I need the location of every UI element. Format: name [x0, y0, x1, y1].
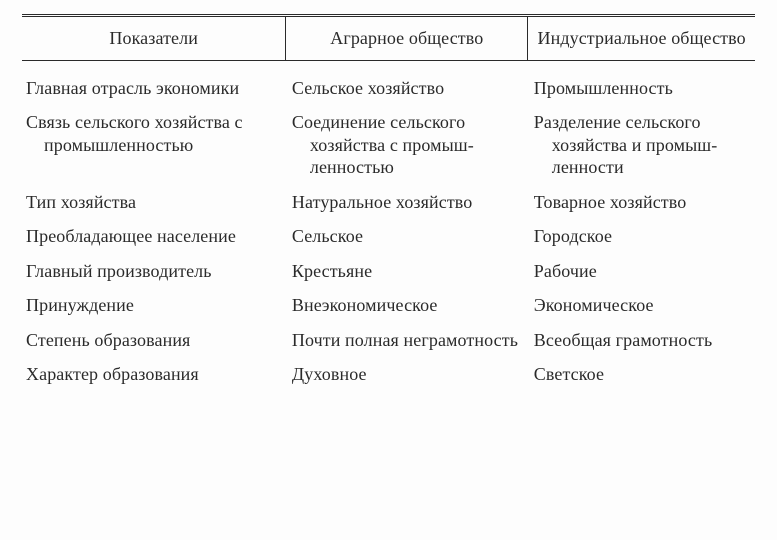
column-header: Индустриальное общество — [528, 16, 755, 61]
cell-industrial: Экономическое — [528, 288, 755, 323]
cell-industrial: Промышленность — [528, 60, 755, 105]
cell-agrarian: Сельское — [286, 219, 528, 254]
cell-agrarian: Соединение сельского хозяйства с промыш­… — [286, 105, 528, 185]
table-header-row: Показатели Аграрное общество Индустриаль… — [22, 16, 755, 61]
table-row: Главный производи­тель Крестьяне Рабочие — [22, 254, 755, 289]
page: Показатели Аграрное общество Индустриаль… — [0, 0, 777, 540]
table-row: Преобладающее насе­ление Сельское Городс… — [22, 219, 755, 254]
comparison-table: Показатели Аграрное общество Индустриаль… — [22, 14, 755, 392]
column-header: Показатели — [22, 16, 286, 61]
cell-agrarian: Духовное — [286, 357, 528, 392]
cell-industrial: Городское — [528, 219, 755, 254]
cell-indicator: Принуждение — [22, 288, 286, 323]
cell-indicator: Степень образования — [22, 323, 286, 358]
cell-industrial: Рабочие — [528, 254, 755, 289]
cell-indicator: Связь сельского хозяй­ства с промышлен­н… — [22, 105, 286, 185]
table-row: Связь сельского хозяй­ства с промышлен­н… — [22, 105, 755, 185]
table-body: Главная отрасль эконо­мики Сельское хозя… — [22, 60, 755, 392]
cell-industrial: Разделение сельского хозяйства и промыш­… — [528, 105, 755, 185]
table-row: Принуждение Внеэкономическое Экономическ… — [22, 288, 755, 323]
table-row: Тип хозяйства Натуральное хозяйство Това… — [22, 185, 755, 220]
cell-industrial: Всеобщая грамотность — [528, 323, 755, 358]
cell-industrial: Светское — [528, 357, 755, 392]
table-row: Степень образования Почти полная негра­м… — [22, 323, 755, 358]
table-row: Характер образования Духовное Светское — [22, 357, 755, 392]
cell-indicator: Характер образования — [22, 357, 286, 392]
cell-indicator: Тип хозяйства — [22, 185, 286, 220]
cell-agrarian: Внеэкономическое — [286, 288, 528, 323]
cell-agrarian: Крестьяне — [286, 254, 528, 289]
cell-agrarian: Сельское хозяйство — [286, 60, 528, 105]
table-row: Главная отрасль эконо­мики Сельское хозя… — [22, 60, 755, 105]
cell-agrarian: Почти полная негра­мотность — [286, 323, 528, 358]
cell-indicator: Преобладающее насе­ление — [22, 219, 286, 254]
cell-agrarian: Натуральное хозяйство — [286, 185, 528, 220]
column-header: Аграрное общество — [286, 16, 528, 61]
cell-indicator: Главная отрасль эконо­мики — [22, 60, 286, 105]
cell-industrial: Товарное хозяйство — [528, 185, 755, 220]
cell-indicator: Главный производи­тель — [22, 254, 286, 289]
